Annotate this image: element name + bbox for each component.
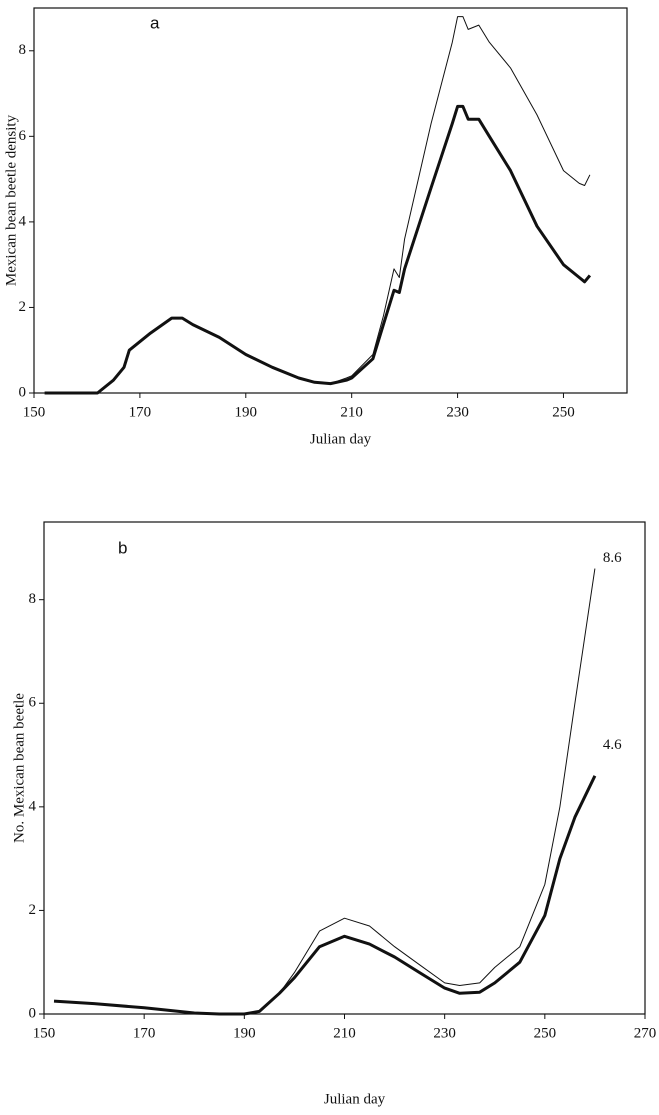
y-tick-label: 0	[19, 384, 27, 400]
y-tick-label: 2	[29, 902, 37, 918]
panel-label: b	[118, 538, 127, 557]
x-tick-label: 230	[433, 1025, 456, 1041]
line-series	[44, 16, 591, 394]
y-tick-label: 4	[29, 798, 37, 814]
x-tick-label: 210	[333, 1025, 356, 1041]
y-tick-label: 4	[19, 213, 27, 229]
y-tick-label: 6	[29, 695, 37, 711]
annotation: 4.6	[603, 737, 622, 753]
panel-label: a	[150, 13, 160, 32]
line-series	[53, 568, 596, 1015]
plot-frame	[33, 7, 628, 394]
x-tick-label: 170	[133, 1025, 156, 1041]
x-tick-label: 250	[534, 1025, 557, 1041]
line-series	[44, 104, 592, 395]
x-tick-label: 210	[340, 404, 363, 420]
y-tick-label: 8	[19, 42, 27, 58]
x-tick-label: 150	[33, 1025, 56, 1041]
x-tick-label: 190	[233, 1025, 256, 1041]
y-tick-label: 6	[19, 128, 27, 144]
x-axis-title: Julian day	[310, 431, 372, 447]
plot-frame	[43, 521, 646, 1015]
x-tick-label: 190	[235, 404, 258, 420]
x-tick-label: 150	[23, 404, 46, 420]
y-axis-title: No. Mexican bean beetle	[11, 693, 27, 843]
line-series	[53, 775, 597, 1016]
x-axis-title: Julian day	[324, 1091, 386, 1107]
annotation: 8.6	[603, 550, 622, 566]
x-tick-label: 230	[446, 404, 469, 420]
x-tick-label: 250	[552, 404, 575, 420]
y-tick-label: 0	[29, 1005, 37, 1021]
y-tick-label: 2	[19, 299, 27, 315]
y-tick-label: 8	[29, 591, 37, 607]
x-tick-label: 270	[634, 1025, 657, 1041]
x-tick-label: 170	[129, 404, 152, 420]
y-axis-title: Mexican bean beetle density	[3, 114, 19, 286]
